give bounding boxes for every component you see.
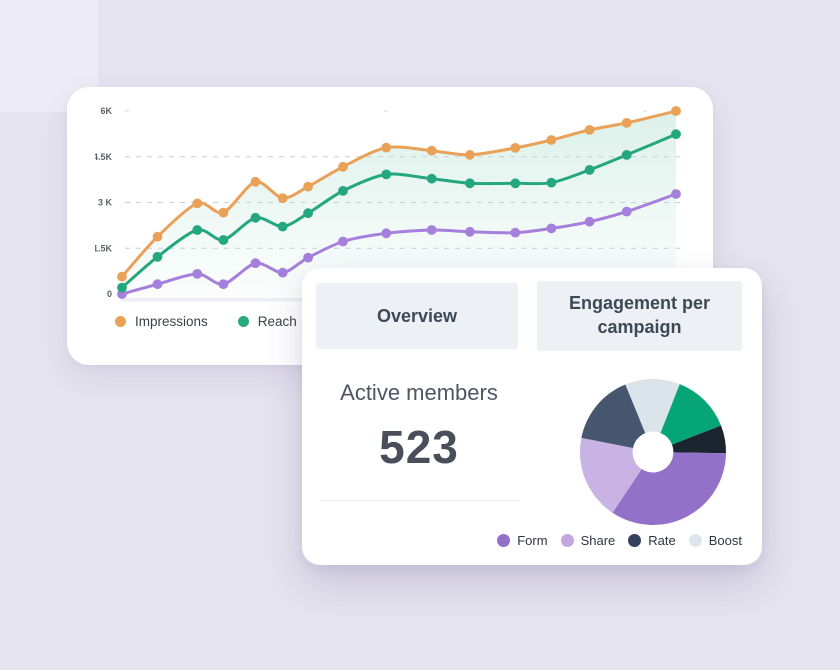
legend-label: Reach: [257, 314, 297, 329]
pie-legend-item-form: Form: [497, 533, 548, 548]
data-point-unlabeled: [546, 223, 557, 234]
y-axis-tick-label: 0: [107, 289, 112, 299]
tab-overview[interactable]: Overview: [316, 283, 518, 349]
overview-card: Overview Engagement per campaign Active …: [302, 268, 762, 565]
line-chart-legend: Impressions Reach: [115, 314, 297, 329]
donut-chart-legend: Form Share Rate Boost: [497, 533, 742, 548]
data-point-unlabeled: [303, 252, 313, 263]
data-point-unlabeled: [584, 216, 595, 227]
data-point-unlabeled: [671, 189, 681, 199]
data-point-Impressions: [250, 176, 261, 187]
legend-label: Rate: [648, 533, 676, 548]
legend-dot-icon: [688, 534, 702, 547]
data-point-Reach: [381, 169, 392, 180]
data-point-Impressions: [381, 142, 392, 153]
data-point-unlabeled: [277, 267, 288, 278]
data-point-Impressions: [465, 150, 475, 160]
legend-dot-icon: [628, 534, 642, 547]
data-point-Impressions: [152, 231, 163, 242]
data-point-Reach: [192, 225, 203, 235]
y-axis-tick-label: 6K: [100, 106, 112, 116]
stat-label: Active members: [340, 380, 498, 405]
data-point-unlabeled: [465, 226, 475, 237]
data-point-unlabeled: [218, 279, 229, 290]
legend-label: Form: [517, 533, 548, 548]
data-point-Impressions: [621, 118, 632, 128]
data-point-Reach: [546, 177, 557, 188]
stat-divider: [320, 500, 520, 501]
data-point-Impressions: [426, 145, 437, 156]
data-point-Reach: [510, 178, 521, 189]
data-point-Reach: [338, 186, 348, 196]
tab-engagement-per-campaign[interactable]: Engagement per campaign: [537, 281, 742, 351]
data-point-Reach: [621, 150, 632, 160]
data-point-Impressions: [546, 135, 557, 145]
donut-slice-rate: [581, 384, 646, 449]
data-point-Reach: [465, 178, 475, 189]
series-line-Impressions: [120, 109, 678, 279]
donut-slice-form: [612, 452, 726, 525]
pie-legend-item-share: Share: [560, 533, 616, 548]
data-point-Impressions: [303, 181, 313, 192]
data-point-Reach: [584, 165, 595, 175]
legend-label: Share: [580, 533, 616, 548]
tab-engagement-label: Engagement per campaign: [568, 293, 711, 337]
data-point-unlabeled: [192, 269, 203, 279]
data-point-Impressions: [584, 125, 595, 135]
pie-legend-item-boost: Boost: [688, 533, 742, 548]
y-axis-tick-label: 1.5K: [95, 243, 112, 253]
data-point-Reach: [218, 235, 229, 245]
data-point-Reach: [303, 208, 313, 219]
data-point-Impressions: [218, 207, 229, 218]
data-point-unlabeled: [621, 206, 632, 217]
data-point-Impressions: [277, 193, 288, 204]
legend-label: Impressions: [135, 314, 208, 329]
legend-dot-icon: [560, 534, 574, 547]
donut-slice-share: [580, 437, 642, 513]
donut-slice-unlabeled: [660, 384, 722, 445]
chart-area-fill: [122, 111, 676, 298]
data-point-unlabeled: [152, 279, 163, 290]
data-point-Reach: [250, 212, 261, 223]
y-axis-tick-label: 4.5K: [95, 152, 112, 162]
engagement-donut-chart: [580, 379, 727, 525]
data-point-Reach: [277, 221, 288, 232]
series-line-Reach: [120, 132, 678, 290]
data-point-unlabeled: [381, 228, 392, 239]
legend-item-reach: Reach: [237, 314, 297, 329]
data-point-unlabeled: [338, 236, 348, 247]
data-point-unlabeled: [510, 227, 521, 238]
tab-overview-label: Overview: [376, 305, 458, 326]
active-members-stat: Active members 523: [316, 380, 522, 474]
data-point-Impressions: [510, 143, 521, 153]
data-point-Impressions: [117, 271, 127, 282]
y-axis-tick-label: 3 K: [98, 198, 113, 208]
legend-item-impressions: Impressions: [115, 314, 208, 329]
data-point-Reach: [426, 173, 437, 184]
data-point-unlabeled: [426, 225, 437, 235]
data-point-Reach: [671, 129, 681, 140]
data-point-Reach: [152, 251, 163, 262]
legend-label: Boost: [708, 533, 742, 548]
legend-dot-icon: [497, 534, 511, 547]
stat-value: 523: [379, 421, 459, 473]
data-point-Impressions: [338, 161, 348, 172]
donut-slice-boost: [625, 379, 680, 434]
series-line-unlabeled: [120, 192, 678, 296]
legend-dot-icon: [237, 316, 249, 327]
impressions-reach-chart-card: 6K 4.5K 3 K 1.5K 0 Impressions Reach: [67, 87, 713, 365]
data-point-Impressions: [671, 106, 681, 116]
data-point-Reach: [117, 282, 127, 293]
data-point-unlabeled: [250, 258, 261, 269]
donut-slice-unlabeled: [672, 425, 727, 454]
data-point-Impressions: [192, 198, 203, 209]
legend-dot-icon: [115, 316, 126, 327]
pie-legend-item-rate: Rate: [628, 533, 676, 548]
